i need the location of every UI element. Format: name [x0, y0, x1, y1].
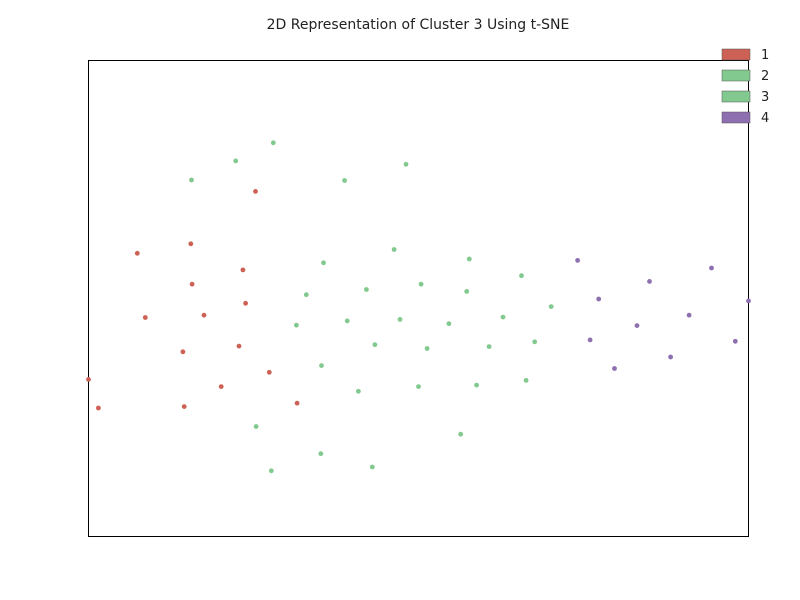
point-series-1: [240, 267, 246, 273]
legend-swatch-4: [721, 111, 751, 124]
point-series-2: [268, 468, 274, 474]
point-series-2: [270, 140, 276, 146]
point-series-3: [474, 382, 479, 388]
point-series-4: [686, 312, 692, 318]
point-series-2: [391, 247, 397, 252]
point-series-3: [532, 339, 538, 345]
point-series-1: [181, 404, 187, 409]
point-series-3: [523, 378, 529, 383]
legend-swatch-1: [721, 48, 751, 61]
point-series-1: [189, 281, 195, 287]
point-series-1: [294, 400, 300, 406]
point-series-2: [319, 363, 324, 368]
point-series-2: [356, 388, 361, 394]
point-series-2: [397, 317, 403, 322]
point-series-4: [612, 366, 617, 371]
point-series-1: [201, 312, 207, 318]
chart-title: 2D Representation of Cluster 3 Using t-S…: [267, 17, 570, 33]
point-series-1: [142, 315, 148, 320]
point-series-2: [303, 292, 309, 298]
point-series-1: [180, 349, 186, 355]
point-series-4: [746, 298, 751, 304]
point-series-2: [189, 177, 194, 183]
legend-swatch-3: [721, 90, 751, 103]
point-series-2: [344, 318, 350, 324]
legend-label-4: 4: [761, 111, 769, 126]
point-series-1: [236, 343, 242, 349]
legend-swatch-2: [721, 69, 751, 82]
point-series-2: [253, 424, 259, 429]
point-series-1: [96, 405, 101, 411]
point-series-3: [486, 344, 492, 349]
point-series-1: [86, 377, 91, 382]
point-series-1: [134, 250, 140, 256]
point-series-2: [446, 321, 452, 327]
point-series-1: [243, 300, 249, 306]
plot-area: [88, 60, 749, 537]
legend-label-2: 2: [761, 69, 769, 84]
point-series-2: [233, 158, 239, 164]
point-series-4: [709, 265, 714, 271]
point-series-4: [647, 279, 652, 284]
legend-label-3: 3: [761, 90, 769, 105]
point-series-2: [318, 451, 324, 457]
data-points: [86, 140, 751, 474]
point-series-3: [548, 304, 554, 309]
point-series-4: [732, 338, 738, 344]
point-series-2: [403, 161, 409, 167]
point-series-2: [294, 322, 299, 328]
point-series-4: [634, 323, 640, 328]
point-series-4: [587, 337, 593, 343]
point-series-1: [253, 189, 258, 194]
point-series-3: [519, 273, 524, 279]
legend: 1 2 3 4: [721, 48, 769, 126]
point-series-1: [188, 241, 194, 247]
point-series-2: [424, 346, 430, 351]
point-series-2: [342, 178, 347, 183]
point-series-2: [321, 260, 326, 266]
point-series-3: [458, 431, 464, 437]
point-series-4: [668, 354, 673, 360]
point-series-3: [464, 289, 470, 294]
point-series-3: [466, 256, 472, 262]
point-series-1: [218, 384, 224, 389]
point-series-2: [416, 384, 421, 389]
point-series-3: [500, 314, 506, 320]
point-series-2: [372, 342, 378, 348]
legend-label-1: 1: [761, 48, 769, 63]
point-series-2: [418, 281, 424, 287]
point-series-4: [575, 258, 580, 263]
point-series-2: [369, 464, 375, 470]
point-series-1: [266, 369, 272, 375]
point-series-2: [364, 287, 369, 292]
point-series-4: [596, 296, 602, 302]
